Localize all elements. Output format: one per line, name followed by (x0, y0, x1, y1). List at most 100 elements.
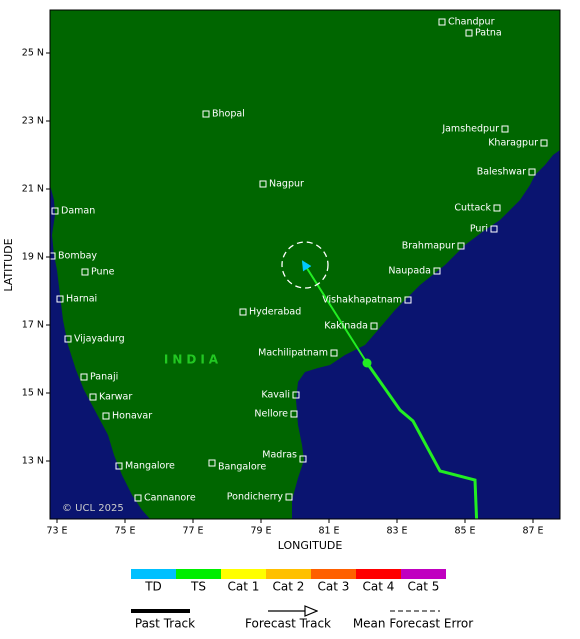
city-marker (259, 180, 267, 188)
city-label: Puri (470, 224, 488, 235)
city-marker (208, 459, 216, 467)
city-marker (292, 391, 300, 399)
city-label: Vishakhapatnam (322, 295, 402, 306)
intensity-label: Cat 5 (408, 580, 440, 594)
city-marker (501, 125, 509, 133)
city-label: Panaji (90, 372, 118, 383)
intensity-label: Cat 4 (363, 580, 395, 594)
city-label: Karwar (99, 392, 132, 403)
city-marker (285, 493, 293, 501)
city-marker (239, 308, 247, 316)
current-position (362, 358, 372, 368)
city-marker (404, 296, 412, 304)
intensity-swatch (176, 569, 221, 579)
city-marker (299, 455, 307, 463)
intensity-swatch (356, 569, 401, 579)
intensity-label: Cat 1 (228, 580, 260, 594)
city-marker (290, 410, 298, 418)
city-label: Kharagpur (488, 138, 538, 149)
mean-forecast-error-circle (281, 241, 329, 289)
y-tick-label: 13 N (22, 456, 44, 467)
forecast-track (301, 260, 368, 364)
x-tick-label: 75 E (114, 526, 135, 537)
y-tick-label: 17 N (22, 320, 44, 331)
intensity-swatch (221, 569, 266, 579)
city-marker (202, 110, 210, 118)
city-label: Mangalore (125, 461, 175, 472)
city-label: Harnai (66, 294, 97, 305)
city-label: Chandpur (448, 17, 495, 28)
city-marker (102, 412, 110, 420)
intensity-swatch (311, 569, 356, 579)
city-label: Hyderabad (249, 307, 301, 318)
city-marker (370, 322, 378, 330)
x-tick-label: 77 E (182, 526, 203, 537)
track-label: Forecast Track (245, 617, 331, 631)
city-label: Pondicherry (227, 492, 284, 503)
city-label: Jamshedpur (441, 124, 499, 135)
track-label: Mean Forecast Error (353, 617, 473, 631)
city-marker (80, 373, 88, 381)
intensity-label: Cat 3 (318, 580, 350, 594)
city-label: Naupada (388, 266, 431, 277)
city-marker (51, 207, 59, 215)
city-label: Kakinada (324, 321, 368, 332)
city-marker (115, 462, 123, 470)
x-tick-label: 87 E (522, 526, 543, 537)
y-tick-label: 21 N (22, 184, 44, 195)
y-axis-title: LATITUDE (2, 238, 15, 291)
city-marker (433, 267, 441, 275)
x-tick-label: 85 E (454, 526, 475, 537)
city-label: Bhopal (212, 109, 245, 120)
city-marker (330, 349, 338, 357)
y-tick-label: 25 N (22, 48, 44, 59)
y-tick-label: 19 N (22, 252, 44, 263)
intensity-swatch (401, 569, 446, 579)
city-label: Cannanore (144, 493, 196, 504)
city-label: Kavali (261, 390, 290, 401)
x-tick-label: 79 E (250, 526, 271, 537)
intensity-swatch (266, 569, 311, 579)
city-marker (64, 335, 72, 343)
city-label: Bombay (58, 251, 97, 262)
city-marker (540, 139, 548, 147)
city-label: Bangalore (218, 462, 266, 473)
intensity-swatch (131, 569, 176, 579)
city-label: Madras (262, 450, 297, 461)
city-marker (457, 242, 465, 250)
intensity-label: Cat 2 (273, 580, 305, 594)
y-tick-label: 23 N (22, 116, 44, 127)
city-marker (465, 29, 473, 37)
city-marker (493, 204, 501, 212)
x-tick-label: 73 E (46, 526, 67, 537)
x-axis-title: LONGITUDE (278, 539, 343, 552)
city-label: Nellore (254, 409, 288, 420)
x-tick-label: 83 E (386, 526, 407, 537)
credit: © UCL 2025 (62, 503, 124, 514)
city-label: Machilipatnam (258, 348, 328, 359)
track-label: Past Track (135, 617, 195, 631)
city-marker (528, 168, 536, 176)
city-marker (89, 393, 97, 401)
y-tick-label: 15 N (22, 388, 44, 399)
city-marker (490, 225, 498, 233)
city-marker (50, 252, 56, 260)
past-track (365, 362, 479, 519)
city-marker (56, 295, 64, 303)
city-label: Patna (475, 28, 502, 39)
city-marker (81, 268, 89, 276)
city-marker (134, 494, 142, 502)
city-label: Nagpur (269, 179, 304, 190)
x-tick-label: 81 E (318, 526, 339, 537)
city-label: Pune (91, 267, 115, 278)
map-frame (49, 9, 561, 520)
city-label: Vijayadurg (74, 334, 125, 345)
intensity-label: TD (144, 580, 162, 594)
city-label: Honavar (112, 411, 152, 422)
city-marker (438, 18, 446, 26)
city-label: Daman (61, 206, 95, 217)
region-label: INDIA (164, 353, 222, 367)
city-label: Brahmapur (402, 241, 455, 252)
